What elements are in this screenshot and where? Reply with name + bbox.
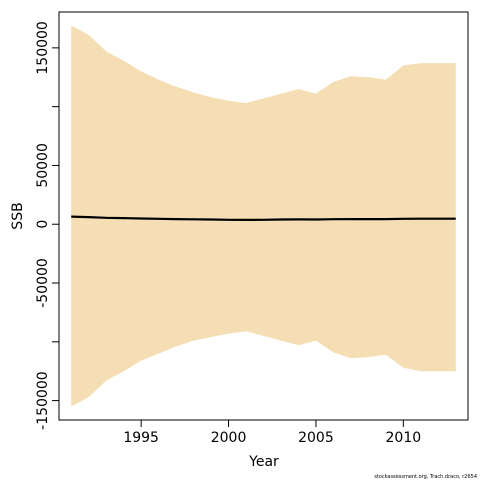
x-axis: 1995 2000 2005 2010 [123,420,421,446]
y-tick-label: -50000 [35,258,51,308]
y-tick-label: 150000 [35,21,51,74]
x-tick-label: 2005 [298,430,334,446]
plot-area [71,25,456,407]
x-tick-label: 1995 [123,430,159,446]
x-tick-label: 2000 [211,430,247,446]
x-tick-label: 2010 [386,430,422,446]
y-tick-label: 0 [35,220,51,229]
y-axis: 150000 50000 0 -50000 -150000 [35,21,59,430]
confidence-band [71,25,456,407]
caption: stockassessment.org, Trach.draco, r2654 [374,474,477,480]
ssb-line [71,215,456,222]
y-tick-label: -150000 [35,371,51,430]
y-axis-label: SSB [10,202,26,229]
x-axis-label: Year [248,454,279,470]
plot-frame [58,11,469,421]
y-tick-label: 50000 [35,143,51,188]
